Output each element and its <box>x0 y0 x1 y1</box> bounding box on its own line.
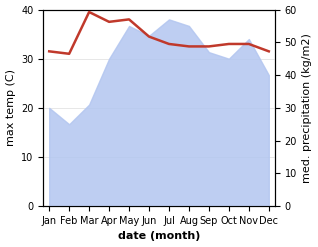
X-axis label: date (month): date (month) <box>118 231 200 242</box>
Y-axis label: max temp (C): max temp (C) <box>5 69 16 146</box>
Y-axis label: med. precipitation (kg/m2): med. precipitation (kg/m2) <box>302 33 313 183</box>
